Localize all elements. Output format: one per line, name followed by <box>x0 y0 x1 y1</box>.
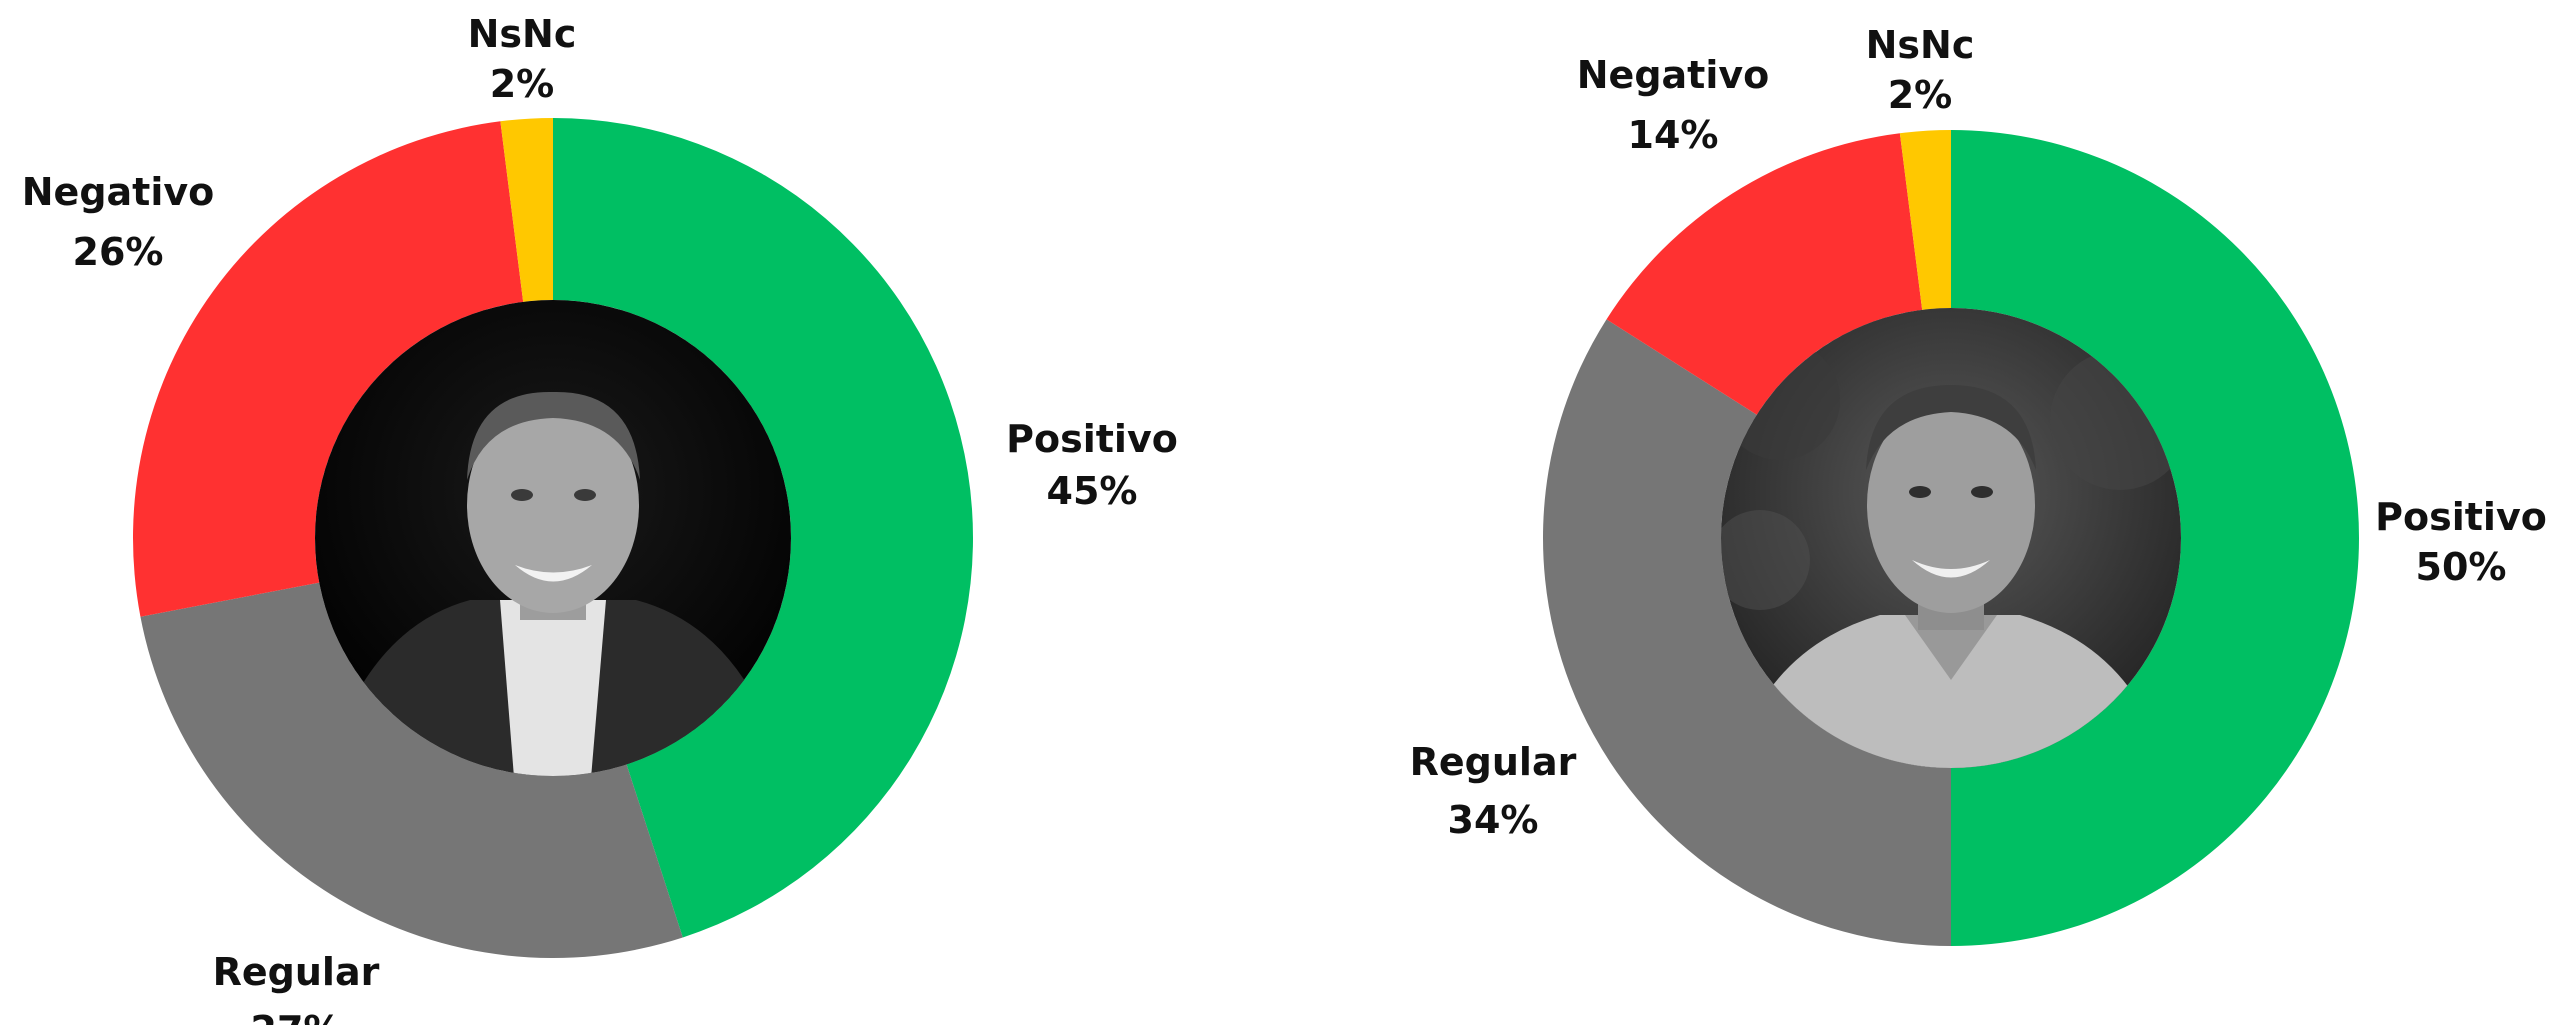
donut-labels: Positivo 50% Regular 34% Negativo 14% NsNc 2% <box>1410 23 2547 842</box>
slice-regular <box>1542 319 1951 946</box>
portrait-photo-1 <box>315 300 791 776</box>
value-label-nsnc: 2% <box>1888 73 1953 117</box>
slice-regular <box>140 582 683 958</box>
donut-labels: Positivo 45% Regular 27% Negativo 26% NsNc 2% <box>22 12 1178 1025</box>
value-label-negativo: 14% <box>1628 113 1719 157</box>
donut-chart-2: Positivo 50% Regular 34% Negativo 14% NsNc 2% <box>1410 23 2547 946</box>
label-regular: Regular <box>1410 740 1577 784</box>
label-regular: Regular <box>213 950 380 994</box>
donut-slices <box>1542 130 2359 946</box>
slice-positivo <box>1951 130 2359 946</box>
portrait-photo-2 <box>1721 308 2181 768</box>
slice-negativo <box>1606 133 1923 415</box>
label-positivo: Positivo <box>2375 495 2547 539</box>
value-label-regular: 27% <box>251 1008 342 1025</box>
slice-nsnc <box>1899 130 1951 310</box>
value-label-regular: 34% <box>1448 798 1539 842</box>
slice-nsnc <box>500 118 553 302</box>
label-positivo: Positivo <box>1006 417 1178 461</box>
value-label-negativo: 26% <box>73 230 164 274</box>
value-label-positivo: 45% <box>1047 469 1138 513</box>
label-negativo: Negativo <box>22 170 215 214</box>
value-label-nsnc: 2% <box>490 62 555 106</box>
label-nsnc: NsNc <box>468 12 577 56</box>
label-nsnc: NsNc <box>1866 23 1975 67</box>
donut-chart-1: Positivo 45% Regular 27% Negativo 26% NsNc 2% <box>22 12 1178 1025</box>
slice-positivo <box>553 118 973 938</box>
label-negativo: Negativo <box>1577 53 1770 97</box>
value-label-positivo: 50% <box>2416 545 2507 589</box>
donut-slices <box>132 118 973 958</box>
slice-negativo <box>132 121 524 617</box>
